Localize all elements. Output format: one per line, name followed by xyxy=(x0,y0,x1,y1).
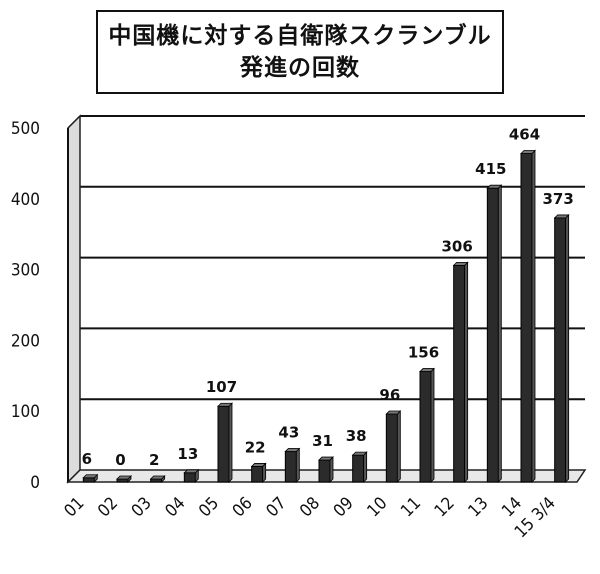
data-label: 38 xyxy=(346,427,367,445)
x-tick-label: 13 xyxy=(464,493,492,521)
x-tick-label: 08 xyxy=(296,493,324,521)
bar-side xyxy=(228,402,233,483)
bar-top xyxy=(82,474,99,479)
bar xyxy=(453,264,466,483)
bar-top xyxy=(452,261,469,266)
bar-side xyxy=(497,184,502,483)
bar xyxy=(150,478,163,483)
bar xyxy=(183,472,196,483)
data-label: 22 xyxy=(245,438,266,456)
bar xyxy=(352,454,365,483)
bar xyxy=(217,405,230,483)
bar-top xyxy=(318,456,334,461)
data-label: 464 xyxy=(509,125,540,143)
bar-side xyxy=(464,261,469,483)
data-label: 6 xyxy=(82,450,92,468)
bar-top xyxy=(520,150,536,154)
x-tick-label: 07 xyxy=(262,493,290,521)
bar xyxy=(116,478,129,483)
y-tick-label: 500 xyxy=(11,119,40,139)
x-tick-label: 05 xyxy=(195,493,223,521)
bar xyxy=(385,413,398,483)
bar xyxy=(251,465,264,483)
bar-top xyxy=(217,402,233,407)
data-label: 96 xyxy=(379,386,400,404)
data-label: 306 xyxy=(442,237,473,255)
bars xyxy=(82,149,570,483)
y-tick-label: 0 xyxy=(30,473,40,493)
data-label: 31 xyxy=(312,432,333,450)
data-label: 415 xyxy=(475,160,506,178)
bar xyxy=(318,459,331,483)
bar xyxy=(284,451,297,483)
bar-side xyxy=(531,149,536,483)
side-wall xyxy=(67,114,81,484)
bar-top xyxy=(553,214,570,219)
bar xyxy=(554,217,567,483)
bar-side xyxy=(329,456,334,483)
x-tick-label: 12 xyxy=(431,493,459,521)
gridlines xyxy=(67,115,585,412)
bar xyxy=(82,477,95,483)
x-tick-label: 01 xyxy=(60,493,88,521)
chart-title-box: 中国機に対する自衛隊スクランブル 発進の回数 xyxy=(96,10,504,94)
bar xyxy=(486,187,499,483)
x-tick-label: 04 xyxy=(161,493,189,521)
data-label: 107 xyxy=(206,378,237,396)
y-tick-label: 100 xyxy=(11,402,40,422)
bar xyxy=(419,371,432,483)
data-label: 373 xyxy=(543,190,574,208)
bar-top xyxy=(351,451,368,456)
x-tick-label: 03 xyxy=(128,493,156,521)
bar-side xyxy=(396,410,401,483)
x-tick-label: 11 xyxy=(397,493,425,521)
bar-side xyxy=(430,367,435,483)
y-tick-labels: 0 100 200 300 400 500 xyxy=(11,119,40,493)
data-label: 156 xyxy=(408,344,439,362)
bar-top xyxy=(284,448,301,452)
bar-top xyxy=(183,469,200,474)
y-tick-label: 200 xyxy=(11,331,40,351)
data-label: 43 xyxy=(278,424,299,442)
bar-top xyxy=(486,184,503,189)
bar-top xyxy=(116,475,132,480)
y-tick-label: 400 xyxy=(11,190,40,210)
bar-side xyxy=(363,451,368,483)
bar-top xyxy=(385,410,402,415)
x-tick-label: 10 xyxy=(363,493,391,521)
bar-top xyxy=(250,463,267,467)
data-label: 13 xyxy=(177,445,198,463)
data-label: 0 xyxy=(115,451,125,469)
chart-title: 中国機に対する自衛隊スクランブル xyxy=(108,23,492,49)
chart-subtitle: 発進の回数 xyxy=(240,55,360,81)
data-label: 2 xyxy=(149,451,159,469)
x-tick-label: 02 xyxy=(94,493,122,521)
x-tick-label: 06 xyxy=(229,493,257,521)
x-tick-label: 09 xyxy=(330,493,358,521)
y-tick-label: 300 xyxy=(11,261,40,281)
bar-side xyxy=(565,213,570,483)
bar-top xyxy=(419,368,435,372)
bar-top xyxy=(149,475,166,480)
axes xyxy=(66,114,587,484)
bar-side xyxy=(295,447,300,483)
bar xyxy=(520,152,533,483)
